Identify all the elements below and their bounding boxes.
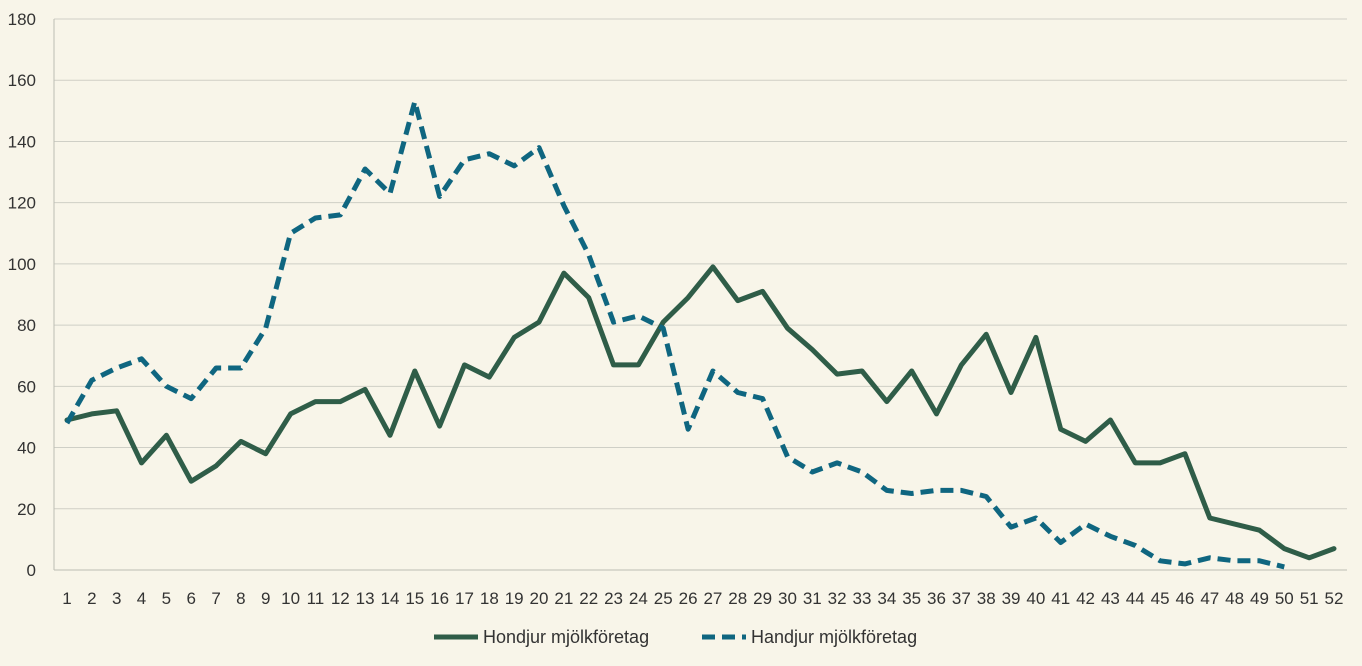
x-tick-label: 37 [952, 589, 971, 608]
x-tick-label: 29 [753, 589, 772, 608]
series-lines [64, 99, 1337, 570]
x-tick-label: 17 [455, 589, 474, 608]
x-tick-label: 21 [554, 589, 573, 608]
x-tick-label: 49 [1250, 589, 1269, 608]
x-tick-label: 4 [137, 589, 146, 608]
y-tick-label: 60 [17, 377, 36, 396]
y-tick-label: 120 [8, 194, 36, 213]
x-tick-label: 34 [877, 589, 896, 608]
legend-label-hondjur: Hondjur mjölkföretag [483, 627, 649, 647]
x-tick-label: 36 [927, 589, 946, 608]
x-tick-label: 24 [629, 589, 648, 608]
x-tick-label: 5 [162, 589, 171, 608]
x-tick-label: 44 [1126, 589, 1145, 608]
x-tick-label: 28 [728, 589, 747, 608]
x-tick-label: 13 [356, 589, 375, 608]
x-tick-label: 3 [112, 589, 121, 608]
x-tick-label: 32 [828, 589, 847, 608]
axes [53, 19, 1347, 571]
x-tick-label: 27 [703, 589, 722, 608]
x-tick-label: 22 [579, 589, 598, 608]
x-tick-label: 48 [1225, 589, 1244, 608]
x-tick-label: 50 [1275, 589, 1294, 608]
series-line-handjur [64, 99, 1285, 570]
x-tick-label: 23 [604, 589, 623, 608]
series-line-hondjur [64, 264, 1337, 561]
x-tick-label: 30 [778, 589, 797, 608]
x-tick-label: 39 [1002, 589, 1021, 608]
y-tick-label: 20 [17, 500, 36, 519]
x-tick-label: 51 [1300, 589, 1319, 608]
y-tick-label: 180 [8, 10, 36, 29]
x-tick-label: 20 [530, 589, 549, 608]
x-tick-label: 12 [331, 589, 350, 608]
x-tick-label: 41 [1051, 589, 1070, 608]
y-tick-label: 160 [8, 71, 36, 90]
y-tick-labels: 0 20 40 60 80 100 120 140 160 180 [8, 10, 36, 580]
x-tick-label: 15 [405, 589, 424, 608]
x-tick-label: 7 [211, 589, 220, 608]
x-tick-label: 25 [654, 589, 673, 608]
y-tick-label: 100 [8, 255, 36, 274]
x-tick-label: 38 [977, 589, 996, 608]
y-tick-label: 40 [17, 439, 36, 458]
x-tick-label: 14 [380, 589, 399, 608]
legend: Hondjur mjölkföretag Handjur mjölkföreta… [434, 627, 917, 647]
x-tick-label: 40 [1026, 589, 1045, 608]
x-tick-labels: 1 2 3 4 5 6 7 8 9 10 11 12 13 14 15 16 17 18 19 20 21 22 23 24 2… [62, 589, 1343, 608]
x-tick-label: 42 [1076, 589, 1095, 608]
x-tick-label: 43 [1101, 589, 1120, 608]
x-tick-label: 2 [87, 589, 96, 608]
x-tick-label: 8 [236, 589, 245, 608]
x-tick-label: 6 [186, 589, 195, 608]
x-tick-label: 19 [505, 589, 524, 608]
x-tick-label: 33 [853, 589, 872, 608]
legend-item-hondjur: Hondjur mjölkföretag [434, 627, 649, 647]
x-tick-label: 16 [430, 589, 449, 608]
x-tick-label: 11 [307, 589, 325, 608]
x-tick-label: 31 [803, 589, 822, 608]
x-tick-label: 46 [1175, 589, 1194, 608]
legend-item-handjur: Handjur mjölkföretag [702, 627, 917, 647]
x-tick-label: 52 [1325, 589, 1344, 608]
y-tick-label: 140 [8, 132, 36, 151]
x-tick-label: 47 [1200, 589, 1219, 608]
x-tick-label: 35 [902, 589, 921, 608]
gridlines [54, 18, 1347, 510]
x-tick-label: 10 [281, 589, 300, 608]
x-tick-label: 18 [480, 589, 499, 608]
x-tick-label: 45 [1151, 589, 1170, 608]
x-tick-label: 26 [679, 589, 698, 608]
x-tick-label: 1 [62, 589, 71, 608]
y-tick-label: 80 [17, 316, 36, 335]
legend-label-handjur: Handjur mjölkföretag [751, 627, 917, 647]
x-tick-label: 9 [261, 589, 270, 608]
y-tick-label: 0 [27, 561, 36, 580]
